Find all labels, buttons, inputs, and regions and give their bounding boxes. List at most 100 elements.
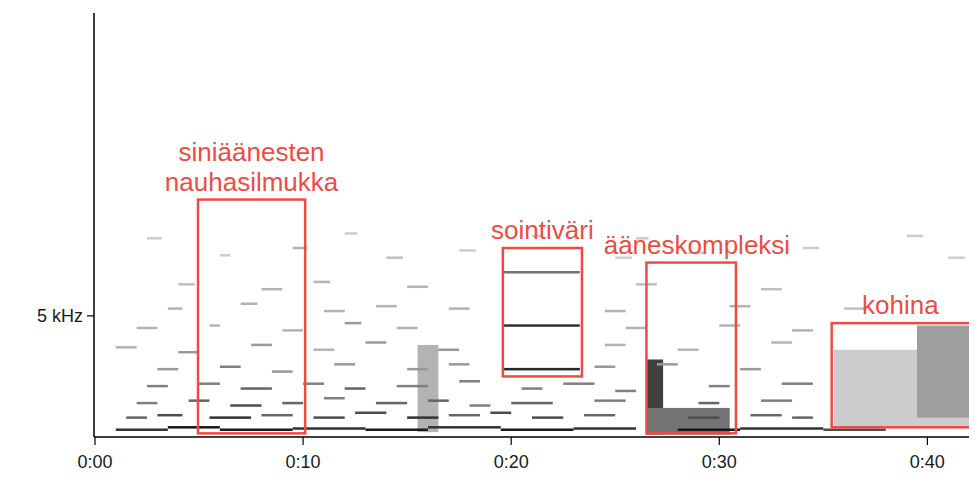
partial [532,416,563,419]
partial [126,416,147,419]
x-tick-label: 0:20 [494,452,529,472]
partial [698,402,719,405]
partial [366,341,387,344]
partial [470,404,491,407]
annotation-label: sointiväri [491,215,594,245]
noise-patch [917,326,969,418]
x-tick [511,437,512,445]
partial [199,382,220,385]
partial [574,427,636,430]
partial [220,254,230,256]
partial [503,324,580,327]
chart: 0:000:100:200:300:405 kHzsiniäänestennau… [0,0,979,493]
partial [740,427,823,430]
partial [730,305,751,308]
partial [147,237,162,240]
partial [314,281,331,284]
partial [272,370,293,373]
partial [209,416,251,419]
y-tick-label: 5 kHz [37,306,83,326]
y-axis [93,13,95,437]
partial [761,399,792,402]
partial [657,363,678,366]
plot-area [116,200,969,435]
x-tick-label: 0:40 [910,452,945,472]
noise-patch [418,345,439,432]
partial [147,385,168,388]
annotation-label-line: ääneskompleksi [604,230,790,260]
annotation-label: kohina [862,290,939,320]
partial [615,390,636,393]
x-tick-label: 0:10 [286,452,321,472]
annotation-box [832,323,969,427]
partial [293,427,366,430]
partial [282,402,303,405]
partial [314,349,335,352]
partial [366,428,428,431]
partial [709,385,730,388]
partial [261,414,292,417]
partial [803,247,820,250]
partial [438,349,459,352]
partial [178,351,199,354]
partial [397,385,428,388]
annotation-box [503,248,582,376]
partial [355,412,386,415]
partial [823,428,885,431]
partial [178,283,195,286]
partial [241,387,272,390]
partial [511,402,553,405]
partial [761,288,782,291]
partial [751,414,782,417]
partial [459,380,480,383]
partial [771,341,792,344]
partial [428,426,501,429]
partial [594,399,625,402]
partial [428,399,449,402]
partial [449,414,480,417]
partial [678,349,699,352]
x-tick-label: 0:00 [77,452,112,472]
partial [948,256,965,259]
partial [501,428,574,431]
partial [314,416,345,419]
partial [594,365,615,368]
annotation-label: ääneskompleksi [604,230,790,260]
partial [782,382,813,385]
annotation-box [198,200,305,434]
partial [251,344,272,347]
x-axis [94,436,969,438]
partial [168,307,183,310]
partial [261,288,282,291]
partial [449,307,470,310]
partial [376,305,397,308]
partial [605,344,626,347]
annotation-label-line: nauhasilmukka [165,167,339,197]
partial [345,232,357,235]
x-tick [719,437,720,445]
annotation-label: siniäänestennauhasilmukka [165,137,339,197]
partial [220,365,241,368]
x-tick [94,437,95,445]
y-tick [87,315,94,316]
partial [137,327,158,330]
partial [407,368,428,371]
x-tick [302,437,303,445]
partial [220,428,293,431]
annotation-label-line: siniäänesten [179,137,325,167]
partial [324,310,345,313]
partial [792,416,813,419]
partial [688,416,719,419]
partial [386,256,403,259]
partial [678,428,740,431]
partial [459,249,476,252]
partial [230,404,261,407]
annotation-label-line: kohina [862,290,939,320]
annotation-label-line: sointiväri [491,215,594,245]
partial [792,329,813,332]
partial [334,363,355,366]
annotation-box [646,263,735,434]
partial [449,363,470,366]
partial [168,426,220,429]
partial [157,414,182,417]
